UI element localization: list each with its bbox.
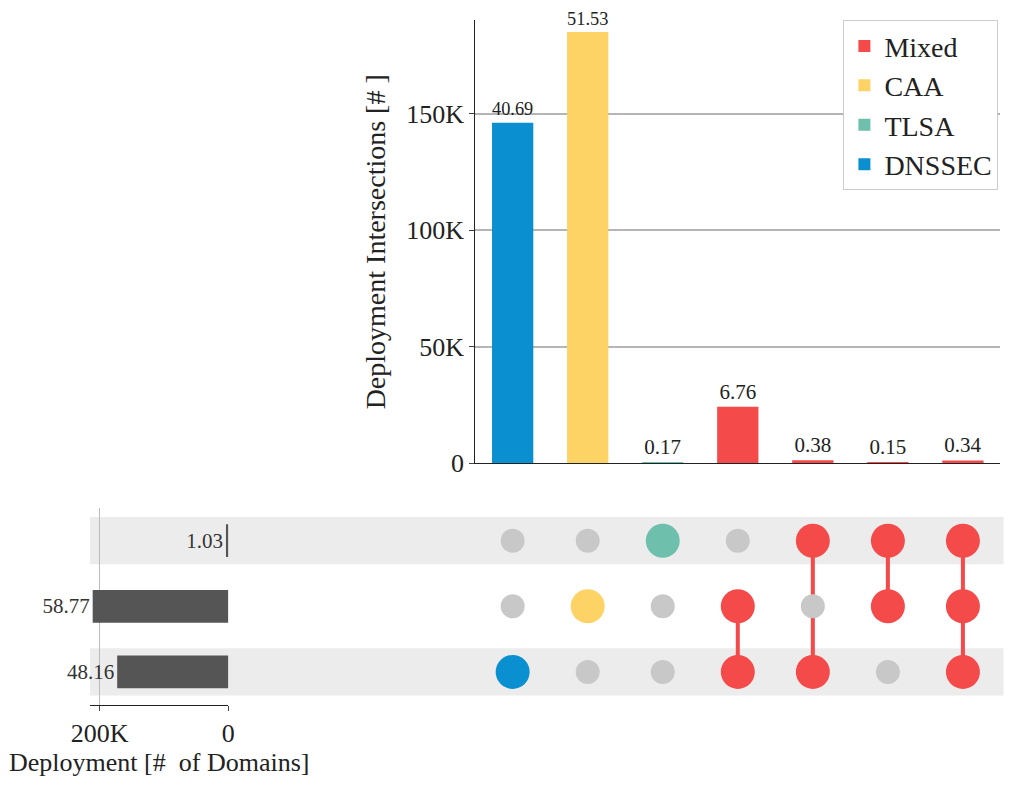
- svg-text:0: 0: [451, 449, 464, 478]
- svg-text:DNSSEC: DNSSEC: [884, 150, 991, 181]
- svg-text:200K: 200K: [71, 719, 129, 748]
- svg-text:0.15: 0.15: [870, 435, 907, 459]
- svg-text:1.03: 1.03: [186, 529, 223, 553]
- svg-text:CAA: CAA: [884, 71, 944, 102]
- svg-text:40.69: 40.69: [492, 99, 533, 119]
- svg-text:TLSA: TLSA: [884, 111, 955, 142]
- svg-text:150K: 150K: [406, 100, 464, 129]
- svg-text:51.53: 51.53: [567, 9, 608, 29]
- svg-text:6.76: 6.76: [719, 380, 756, 404]
- svg-text:0.34: 0.34: [944, 433, 981, 457]
- svg-text:0.38: 0.38: [794, 433, 831, 457]
- svg-text:Deployment [# of Domains]: Deployment [# of Domains]: [9, 748, 309, 777]
- svg-text:48.16: 48.16: [67, 660, 114, 684]
- svg-text:Deployment Intersections [# ]: Deployment Intersections [# ]: [360, 74, 391, 409]
- svg-text:Mixed: Mixed: [884, 32, 957, 63]
- svg-text:0: 0: [222, 719, 235, 748]
- svg-text:50K: 50K: [419, 333, 464, 362]
- svg-text:58.77: 58.77: [42, 594, 89, 618]
- svg-text:100K: 100K: [406, 216, 464, 245]
- svg-text:0.17: 0.17: [644, 435, 681, 459]
